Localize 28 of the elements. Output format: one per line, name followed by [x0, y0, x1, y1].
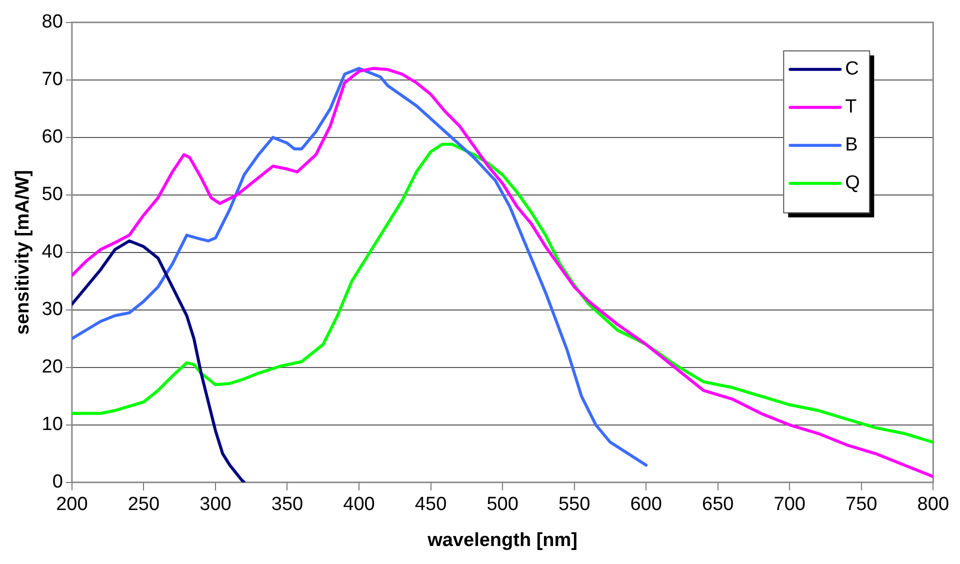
y-tick-label: 20 [42, 356, 63, 378]
x-tick-label: 300 [200, 494, 232, 516]
x-tick-label: 350 [271, 494, 304, 516]
x-axis-title: wavelength [nm] [426, 530, 578, 551]
x-tick-label: 250 [128, 494, 160, 516]
y-tick-label: 10 [42, 414, 63, 436]
legend-label: C [845, 58, 859, 80]
x-tick-label: 450 [414, 494, 447, 516]
x-tick-label: 500 [486, 494, 518, 516]
legend-label: T [845, 96, 858, 118]
y-tick-label: 70 [42, 69, 63, 90]
x-tick-label: 700 [774, 494, 806, 516]
legend-label: Q [845, 172, 860, 194]
x-tick-label: 550 [558, 494, 590, 516]
x-tick-label: 600 [630, 494, 662, 516]
y-tick-label: 50 [42, 184, 63, 206]
y-tick-label: 80 [42, 12, 63, 33]
x-tick-label: 400 [343, 494, 375, 516]
y-axis-title: sensitivity [mA/W] [12, 170, 34, 335]
x-tick-label: 200 [56, 494, 88, 516]
y-tick-label: 0 [52, 472, 63, 493]
x-tick-label: 750 [846, 494, 878, 516]
x-tick-label: 650 [702, 494, 734, 516]
legend-label: B [845, 134, 858, 156]
x-tick-label: 800 [917, 494, 949, 516]
y-tick-label: 60 [42, 126, 63, 148]
y-tick-label: 40 [42, 242, 63, 263]
y-tick-label: 30 [42, 299, 63, 320]
